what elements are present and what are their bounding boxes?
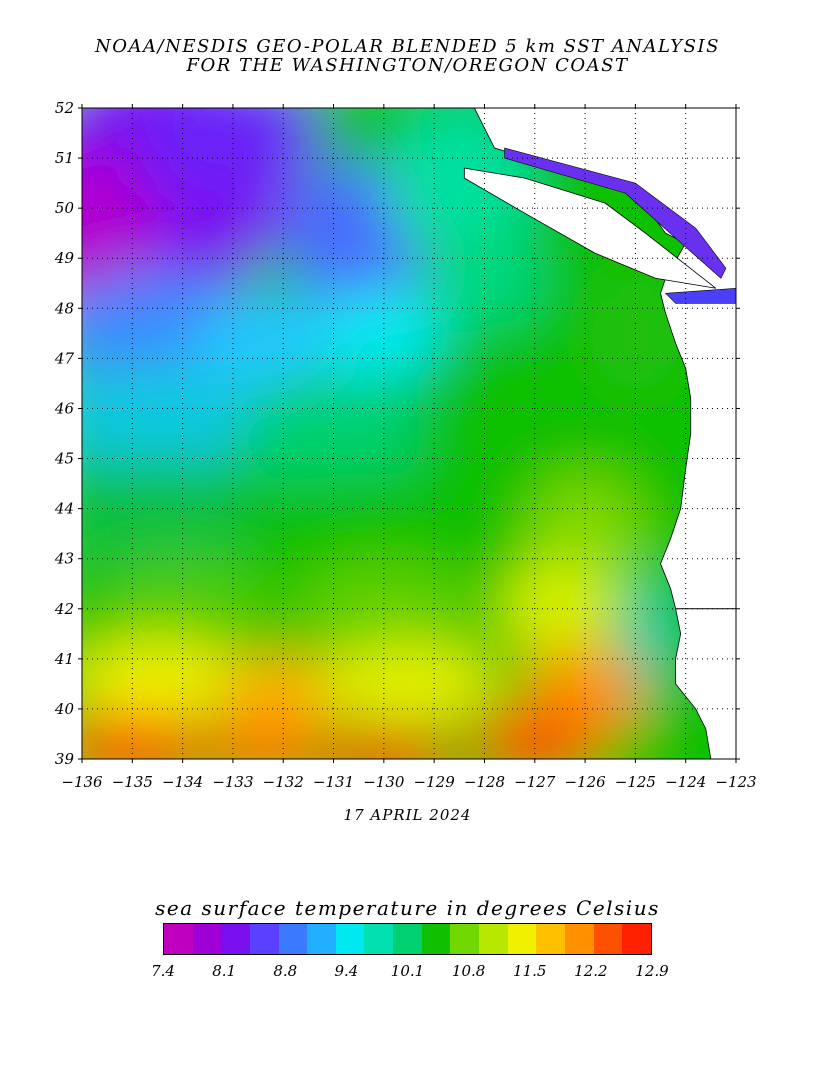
colorbar-swatch	[307, 924, 336, 954]
colorbar-tick-label: 8.1	[212, 962, 237, 980]
lon-tick-label: −126	[564, 773, 606, 791]
lat-axis: 39 40 41 42 43 44 45 46 47 48 49 50 51 52	[54, 99, 740, 768]
colorbar-swatch	[192, 924, 222, 954]
lat-tick-label: 44	[54, 500, 74, 518]
analysis-date: 17 APRIL 2024	[343, 806, 472, 824]
colorbar-swatch	[278, 924, 308, 954]
lon-tick-label: −136	[61, 773, 103, 791]
colorbar-swatch	[364, 924, 394, 954]
colorbar-swatch	[479, 924, 508, 954]
lon-tick-label: −128	[464, 773, 505, 791]
lon-tick-label: −135	[112, 773, 153, 791]
colorbar	[163, 923, 652, 955]
colorbar-swatch	[421, 924, 451, 954]
lat-tick-label: 47	[54, 349, 75, 367]
lat-tick-label: 51	[55, 149, 74, 167]
grid-lines	[82, 108, 736, 759]
colorbar-swatch	[335, 924, 365, 954]
colorbar-swatch	[249, 924, 279, 954]
lon-tick-label: −131	[313, 773, 354, 791]
colorbar-swatch	[164, 924, 193, 954]
colorbar-swatch	[622, 924, 651, 954]
plot-frame	[81, 107, 737, 760]
colorbar-swatch	[221, 924, 250, 954]
lat-tick-label: 42	[54, 600, 74, 618]
lat-tick-label: 50	[55, 199, 75, 217]
map-title-line2: FOR THE WASHINGTON/OREGON COAST	[186, 55, 629, 76]
lon-tick-label: −125	[615, 773, 656, 791]
colorbar-tick-label: 7.4	[151, 962, 175, 980]
lat-tick-label: 43	[54, 550, 74, 568]
colorbar-tick-label: 9.4	[334, 962, 359, 980]
lon-tick-label: −129	[414, 773, 456, 791]
lon-axis: −136 −135 −134 −133 −132 −131 −130 −129 −128 −127…	[61, 104, 757, 791]
lat-tick-label: 40	[54, 700, 75, 718]
colorbar-swatch	[450, 924, 480, 954]
colorbar-tick-label: 10.1	[390, 962, 425, 980]
lon-tick-label: −133	[212, 773, 253, 791]
colorbar-tick-label: 12.2	[574, 962, 608, 980]
colorbar-swatch	[564, 924, 594, 954]
lon-tick-label: −134	[162, 773, 203, 791]
lon-tick-label: −132	[263, 773, 304, 791]
lat-tick-label: 41	[54, 650, 74, 668]
lon-tick-label: −123	[715, 773, 756, 791]
lat-tick-label: 48	[54, 299, 74, 317]
colorbar-tick-label: 11.5	[513, 962, 547, 980]
lon-tick-label: −127	[514, 773, 556, 791]
lat-tick-label: 52	[55, 99, 74, 117]
lat-tick-label: 49	[54, 249, 75, 267]
lat-tick-label: 46	[54, 399, 75, 417]
colorbar-title: sea surface temperature in degrees Celsi…	[155, 896, 660, 920]
colorbar-swatch	[507, 924, 537, 954]
lon-tick-label: −124	[665, 773, 706, 791]
lat-tick-label: 45	[54, 450, 74, 468]
colorbar-swatch	[393, 924, 422, 954]
map-title-line1: NOAA/NESDIS GEO-POLAR BLENDED 5 km SST A…	[95, 36, 720, 57]
colorbar-tick-label: 8.8	[273, 962, 298, 980]
colorbar-tick-label: 12.9	[635, 962, 669, 980]
lon-tick-label: −130	[363, 773, 405, 791]
lat-tick-label: 39	[55, 750, 75, 768]
colorbar-swatch	[536, 924, 565, 954]
colorbar-swatch	[593, 924, 623, 954]
colorbar-tick-label: 10.8	[451, 962, 486, 980]
